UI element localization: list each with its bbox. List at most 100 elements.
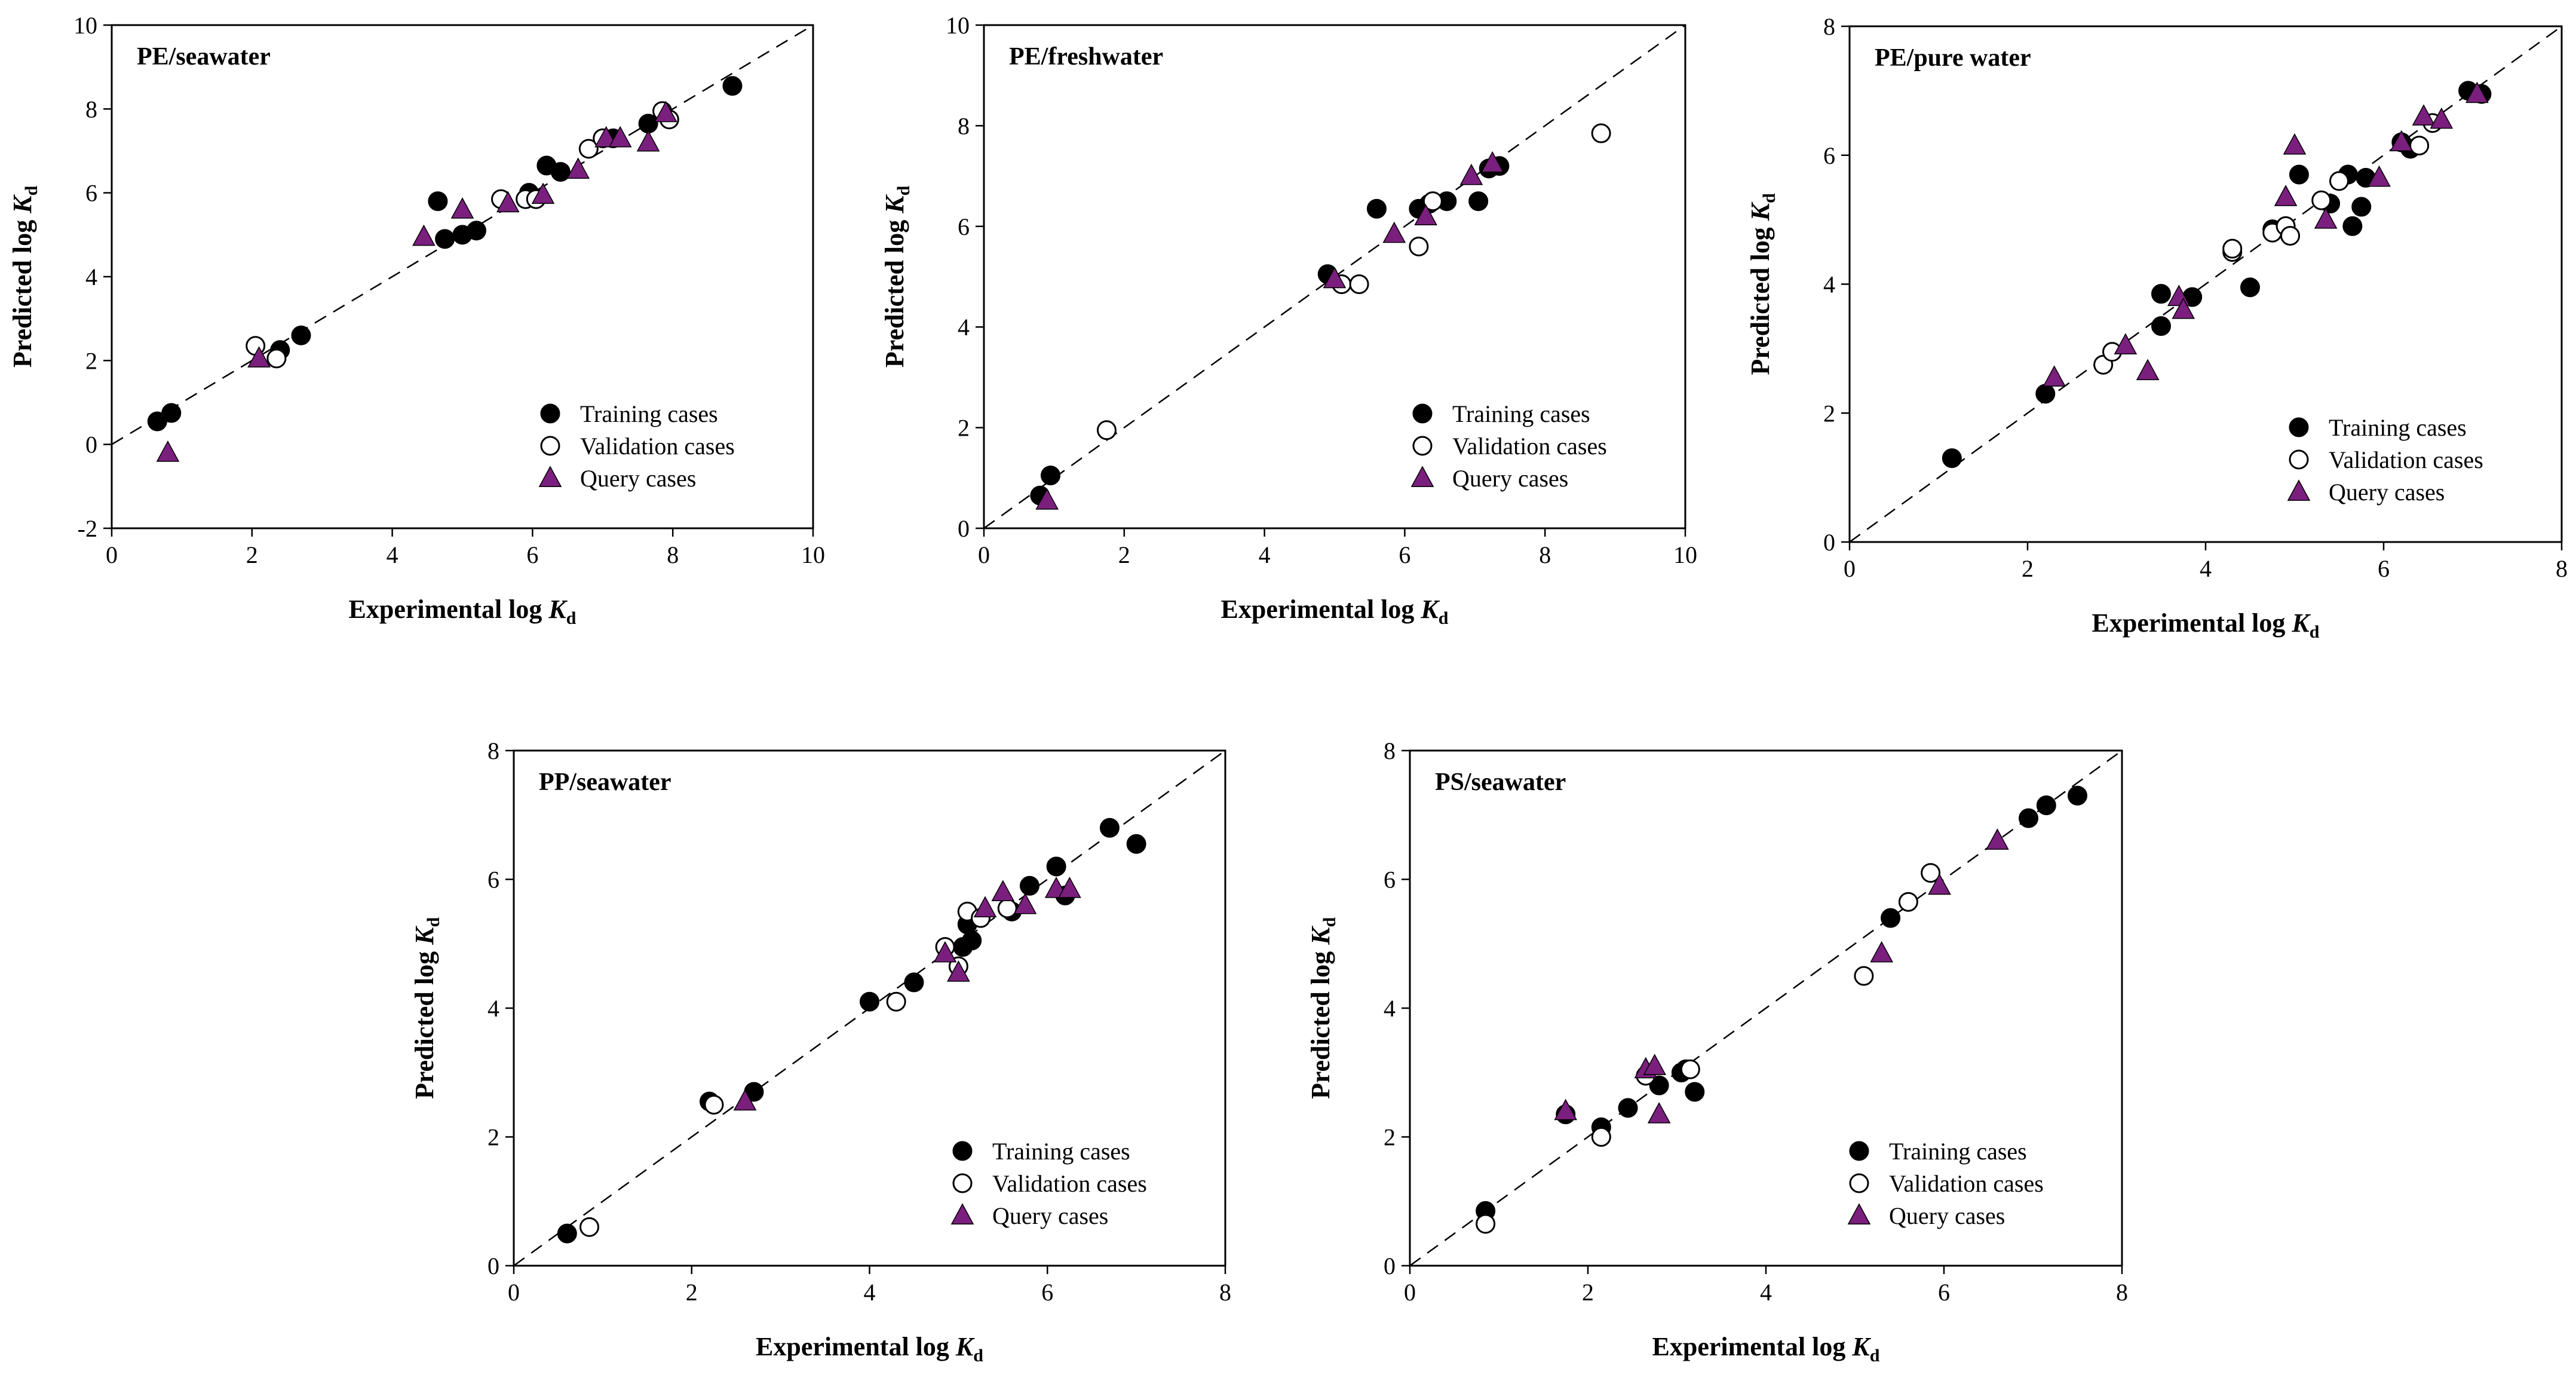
x-tick-label: 0 — [106, 541, 118, 568]
x-tick-label: 4 — [1760, 1279, 1772, 1306]
data-point-query — [636, 130, 660, 152]
legend: Training cases Validation cases Query case… — [1410, 400, 1607, 492]
data-point-query — [933, 941, 957, 963]
data-point-validation — [1854, 966, 1874, 986]
data-point-training — [2036, 795, 2056, 816]
y-tick-label: 6 — [1823, 142, 1835, 169]
x-tick-label: 6 — [2378, 555, 2390, 582]
data-point-validation — [1349, 274, 1369, 295]
y-tick-label: 4 — [85, 264, 97, 290]
y-axis-label: Predicted log Kd — [410, 917, 443, 1100]
data-point-training — [2342, 216, 2363, 236]
identity-line — [1409, 749, 2123, 1267]
series-validation — [1476, 863, 1941, 1234]
x-axis-label: Experimental log Kd — [1652, 1332, 1880, 1365]
data-point-validation — [2222, 238, 2243, 259]
x-tick-label: 4 — [1259, 541, 1271, 568]
data-point-query — [2314, 207, 2338, 229]
data-point-query — [156, 440, 180, 462]
legend-marker-validation — [1412, 436, 1433, 456]
series-query — [1554, 828, 2009, 1123]
data-point-training — [904, 972, 924, 993]
data-point-training — [550, 162, 571, 182]
data-point-training — [466, 221, 486, 241]
legend: Training cases Validation cases Query case… — [538, 400, 735, 492]
x-axis-label: Experimental log Kd — [349, 595, 576, 628]
legend-marker-query — [538, 466, 562, 487]
x-tick-label: 0 — [978, 541, 990, 568]
data-point-query — [973, 896, 997, 917]
x-tick-label: 8 — [667, 541, 679, 568]
y-axis-label: Predicted log Kd — [1306, 917, 1339, 1100]
legend-label-query: Query cases — [2329, 479, 2445, 506]
legend-label-query: Query cases — [992, 1202, 1108, 1229]
x-tick-label: 0 — [508, 1279, 520, 1306]
x-tick-label: 10 — [1673, 541, 1697, 568]
chart-panel-4: 0 2 4 6 8 0 2 4 6 8 PP/seawater Experimental log Kd… — [410, 737, 1231, 1365]
y-tick-label: 4 — [487, 995, 499, 1022]
legend-label-validation: Validation cases — [2329, 446, 2483, 473]
y-tick-label: 8 — [85, 96, 97, 123]
chart-panel-2: 0 2 4 6 8 10 0 2 4 6 8 10 PE/freshwater Experimental … — [880, 12, 1697, 628]
legend-label-training: Training cases — [1889, 1138, 2027, 1165]
y-tick-label: 2 — [85, 347, 97, 374]
data-point-validation — [1591, 1127, 1611, 1147]
data-point-query — [2368, 165, 2391, 187]
data-point-query — [1870, 941, 1894, 963]
x-tick-label: 2 — [1582, 1279, 1594, 1306]
y-tick-label: 0 — [958, 515, 970, 542]
legend-label-validation: Validation cases — [1452, 433, 1607, 460]
y-tick-label: 10 — [73, 12, 97, 39]
data-point-validation — [1422, 191, 1443, 212]
data-point-query — [733, 1089, 757, 1111]
x-tick-label: 4 — [387, 541, 398, 568]
data-point-query — [247, 346, 271, 368]
data-point-training — [435, 229, 455, 249]
data-point-query — [1643, 1054, 1667, 1075]
series-training — [1942, 81, 2492, 469]
data-point-training — [638, 114, 658, 134]
x-tick-label: 0 — [1844, 555, 1856, 582]
data-point-training — [161, 403, 182, 423]
data-point-query — [1323, 267, 1347, 289]
data-point-training — [1468, 191, 1489, 212]
data-point-query — [2390, 130, 2414, 152]
data-point-validation — [266, 348, 287, 369]
data-point-training — [1881, 908, 1901, 928]
legend-label-training: Training cases — [992, 1138, 1130, 1165]
legend: Training cases Validation cases Query case… — [2287, 414, 2483, 506]
data-point-query — [991, 880, 1015, 902]
chart-panel-3: 0 2 4 6 8 0 2 4 6 8 PE/pure water Experimental log … — [1746, 13, 2568, 642]
series-query — [1035, 151, 1504, 510]
y-tick-label: 2 — [1823, 400, 1835, 427]
data-point-training — [2289, 164, 2309, 185]
series-validation — [579, 898, 1017, 1237]
legend-marker-query — [950, 1203, 974, 1224]
data-point-query — [2283, 133, 2307, 155]
y-tick-label: 6 — [85, 180, 97, 207]
legend-marker-training — [1412, 403, 1433, 424]
data-point-query — [654, 100, 677, 123]
y-tick-label: 8 — [487, 737, 499, 764]
legend-marker-validation — [1849, 1173, 1869, 1193]
x-tick-label: 2 — [1118, 541, 1130, 568]
x-axis-label: Experimental log Kd — [1221, 595, 1449, 628]
y-tick-label: 0 — [1823, 529, 1835, 556]
x-tick-label: 6 — [1041, 1279, 1053, 1306]
legend-label-query: Query cases — [580, 465, 696, 492]
data-point-training — [1649, 1075, 1669, 1095]
y-tick-label: 4 — [1384, 995, 1396, 1022]
data-point-query — [1013, 893, 1037, 914]
data-point-validation — [704, 1095, 724, 1115]
data-point-training — [2240, 277, 2260, 298]
data-point-validation — [1591, 123, 1611, 143]
x-tick-label: 4 — [864, 1279, 876, 1306]
series-query — [733, 877, 1081, 1111]
data-point-query — [1382, 221, 1406, 243]
data-point-query — [2043, 365, 2066, 387]
data-point-validation — [1409, 236, 1429, 256]
legend-label-validation: Validation cases — [1889, 1170, 2044, 1197]
data-point-validation — [1680, 1059, 1700, 1079]
data-point-query — [1928, 873, 1951, 895]
